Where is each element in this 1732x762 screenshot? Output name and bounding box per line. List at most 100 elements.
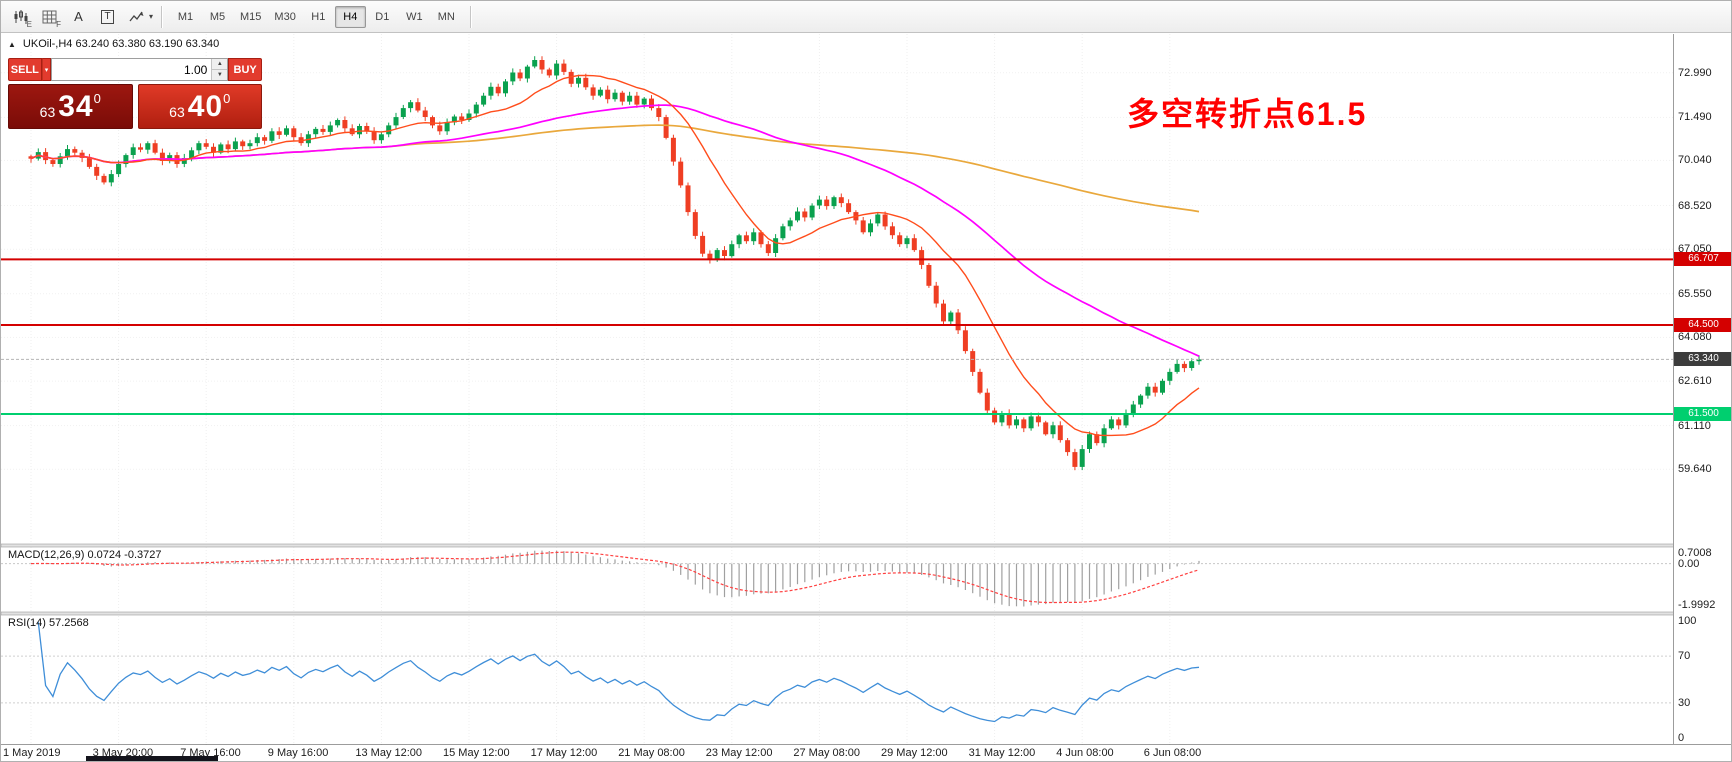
candle-body	[627, 95, 633, 102]
candle-body	[262, 137, 268, 141]
buy-price-box[interactable]: 63 40 0	[137, 84, 262, 129]
candle-body	[247, 143, 253, 147]
candle-body	[342, 120, 348, 129]
label-a-tool-icon[interactable]: A	[65, 5, 92, 29]
candle-body	[941, 303, 946, 322]
tools-dropdown-caret-icon[interactable]: ▾	[149, 12, 154, 21]
timeframe-d1-button[interactable]: D1	[367, 6, 398, 28]
candle-body	[1072, 452, 1078, 467]
timeframe-w1-button[interactable]: W1	[399, 6, 430, 28]
candle-body	[225, 144, 231, 150]
candle-body	[736, 235, 742, 245]
grid-tool-icon[interactable]: F	[36, 5, 63, 29]
candle-body	[561, 63, 567, 72]
candle-body	[364, 126, 370, 132]
timeframe-m1-button[interactable]: M1	[170, 6, 201, 28]
candle-body	[634, 95, 640, 105]
candle-body	[1123, 413, 1129, 426]
candle-body	[1021, 419, 1027, 429]
candle-body	[393, 117, 399, 126]
candle-body	[400, 108, 406, 117]
rsi-line	[37, 622, 1200, 723]
candle-body	[488, 86, 494, 96]
candle-body	[955, 312, 961, 331]
macd-rsi-splitter[interactable]	[1, 611, 1732, 616]
candle-body	[378, 134, 384, 141]
toolbar: E F A T ▾ M1 M5 M15 M30 H1 H4 D1 W1 MN	[1, 1, 1731, 33]
buy-button[interactable]: BUY	[228, 58, 262, 81]
candle-body	[503, 81, 508, 94]
candle-body	[1174, 363, 1180, 372]
symbol-ohlc-text: UKOil-,H4 63.240 63.380 63.190 63.340	[22, 38, 220, 50]
candle-body	[802, 211, 808, 218]
candle-body	[897, 235, 903, 245]
candle-body	[933, 285, 939, 304]
timeframe-m15-button[interactable]: M15	[234, 6, 267, 28]
timeframe-mn-button[interactable]: MN	[431, 6, 462, 28]
candle-body	[875, 214, 881, 224]
volume-decrease-icon[interactable]: ▼	[212, 70, 228, 80]
candle-body	[1181, 363, 1187, 369]
candle-body	[605, 89, 611, 100]
trade-panel-toggle-icon[interactable]: ▲	[8, 39, 16, 49]
timeframe-h1-button[interactable]: H1	[303, 6, 334, 28]
timeframe-m5-button[interactable]: M5	[202, 6, 233, 28]
tool-sub-letter: E	[26, 19, 32, 29]
candle-body	[649, 98, 654, 109]
candle-body	[824, 199, 830, 207]
candle-body	[948, 312, 954, 322]
buy-price-point: 0	[223, 91, 231, 106]
candle-body	[1160, 380, 1165, 393]
main-macd-splitter[interactable]	[1, 543, 1732, 548]
price-axis[interactable]	[1674, 34, 1731, 744]
candle-body	[809, 205, 815, 218]
candle-body	[473, 104, 479, 114]
candle-body	[524, 66, 530, 79]
volume-field: ▲ ▼	[51, 58, 229, 81]
order-options-caret-icon[interactable]: ▾	[41, 58, 52, 81]
candle-body	[1094, 434, 1100, 444]
candle-body	[152, 143, 158, 153]
candle-body	[568, 71, 574, 84]
trade-panel-controls: SELL ▾ ▲ ▼ BUY	[8, 58, 262, 81]
candle-body	[422, 110, 428, 117]
timeframe-m30-button[interactable]: M30	[268, 6, 301, 28]
chart-annotation-text[interactable]: 多空转折点61.5	[1127, 96, 1368, 132]
candle-body	[218, 144, 224, 153]
candle-body	[576, 77, 581, 84]
candle-body	[656, 108, 662, 117]
sell-price-box[interactable]: 63 34 0	[8, 84, 133, 129]
candle-body	[707, 253, 713, 260]
time-axis[interactable]	[1, 745, 1731, 761]
volume-increase-icon[interactable]: ▲	[212, 59, 228, 70]
candle-body	[970, 351, 976, 372]
volume-input[interactable]	[52, 59, 212, 80]
candle-body	[765, 244, 771, 254]
grid-glyph	[42, 10, 57, 23]
candle-body	[1152, 386, 1158, 393]
cursor-tool-icon[interactable]	[123, 5, 150, 29]
candle-body	[919, 250, 925, 265]
candle-body	[911, 238, 917, 251]
candle-body	[108, 174, 114, 183]
candle-body	[240, 141, 246, 147]
timeframe-h4-button[interactable]: H4	[334, 5, 366, 28]
candle-body	[554, 63, 560, 76]
candle-body	[780, 226, 786, 239]
candle-body	[181, 158, 187, 164]
candle-body	[269, 131, 275, 141]
textbox-tool-icon[interactable]: T	[94, 5, 121, 29]
candle-body	[254, 137, 260, 144]
symbol-info: ▲ UKOil-,H4 63.240 63.380 63.190 63.340	[8, 38, 219, 50]
candlestick-tool-icon[interactable]: E	[7, 5, 34, 29]
candle-body	[430, 117, 435, 126]
candle-body	[882, 214, 888, 227]
candle-body	[145, 143, 151, 150]
candle-body	[1167, 371, 1173, 381]
candle-body	[232, 141, 238, 150]
candle-body	[159, 152, 165, 161]
sell-button[interactable]: SELL	[8, 58, 42, 81]
candle-body	[415, 102, 421, 111]
candle-body	[1145, 386, 1151, 396]
